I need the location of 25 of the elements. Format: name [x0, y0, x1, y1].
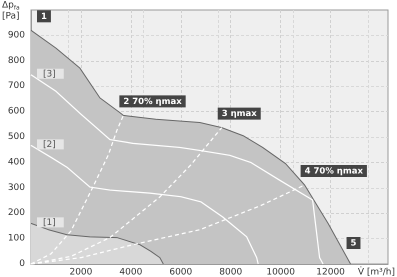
annotation: [2] — [43, 140, 56, 150]
y-tick-label: 500 — [8, 132, 26, 142]
x-tick-label: 10000 — [266, 268, 296, 277]
y-tick-label: 300 — [8, 182, 26, 193]
y-tick-label: 100 — [8, 234, 26, 244]
annotation: 3 ηmax — [222, 109, 258, 120]
x-tick-label: 2000 — [69, 268, 93, 277]
x-tick-label: 4000 — [119, 268, 143, 277]
annotation: [1] — [43, 218, 56, 228]
y-tick-label: 200 — [8, 208, 26, 218]
y-tick-label: 800 — [8, 56, 26, 66]
x-tick-label: 12000 — [316, 268, 346, 277]
y-tick-label: 600 — [8, 106, 26, 117]
annotation: [3] — [43, 69, 56, 80]
annotation: 2 70% ηmax — [123, 96, 182, 107]
x-tick-label: 6000 — [169, 268, 193, 277]
x-tick-label: 8000 — [219, 268, 242, 277]
annotation: 4 70% ηmax — [304, 166, 364, 177]
annotation: 5 — [350, 238, 357, 248]
y-tick-label: 400 — [8, 157, 26, 168]
x-axis-title: V̇ [m³/h] — [358, 266, 396, 277]
y-tick-label: 700 — [8, 81, 26, 92]
y-tick-label: 0 — [19, 259, 26, 269]
annotation: 1 — [41, 12, 47, 22]
y-tick-label: 900 — [8, 30, 26, 40]
